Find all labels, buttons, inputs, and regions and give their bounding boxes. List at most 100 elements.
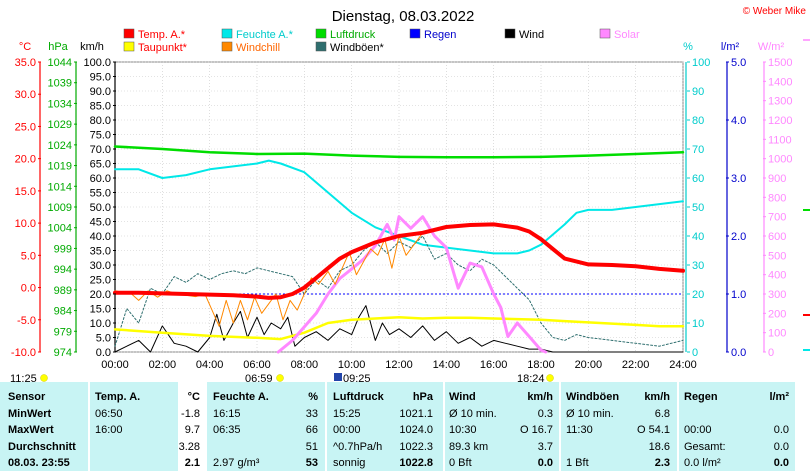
stats-column-bg — [561, 382, 677, 471]
unit-humidity: % — [683, 41, 693, 53]
stats-header-temp: Temp. A. — [95, 391, 141, 403]
wind-tick-label: 60.0 — [90, 173, 111, 185]
legend-label-taupunkt: Taupunkt* — [138, 42, 188, 54]
pressure-tick-label: 1014 — [48, 181, 72, 193]
stats-cell: sonnig — [333, 457, 366, 469]
wind-tick-label: 0.0 — [96, 347, 111, 359]
stats-table: Sensor Temp. A. °C Feuchte A.% Luftdruck hPa W… — [0, 382, 810, 471]
legend-label-feuchte-a: Feuchte A.* — [236, 29, 294, 41]
stats-cell: 3.7 — [537, 440, 553, 453]
humidity-tick-label: 60 — [692, 173, 704, 185]
legend-swatch-wind — [504, 28, 516, 39]
series-group — [113, 145, 685, 354]
humidity-tick-label: 20 — [692, 289, 704, 301]
pressure-tick-label: 1039 — [48, 78, 72, 90]
rain-tick-label: 5.0 — [731, 57, 746, 69]
humidity-tick-label: 40 — [692, 231, 704, 243]
wind-tick-label: 65.0 — [90, 159, 111, 171]
stats-cell: 00:00 — [684, 424, 712, 436]
temp-tick-label: 5.0 — [21, 250, 36, 262]
stats-cell: 0 Bft — [449, 457, 472, 469]
stats-column-bg — [679, 382, 795, 471]
x-tick-label: 18:00 — [527, 359, 555, 371]
rain-tick-label: 1.0 — [731, 289, 746, 301]
wind-tick-label: 90.0 — [90, 86, 111, 98]
stats-cell: ^0.7hPa/h — [333, 440, 383, 453]
unit-wind: km/h — [80, 41, 104, 53]
legend-label-windchill: Windchill — [236, 42, 280, 54]
stats-cell: 16:00 — [95, 424, 123, 436]
temp-tick-label: 0.0 — [21, 283, 36, 295]
temp-tick-label: -10.0 — [11, 347, 36, 359]
stats-header-temp-unit: °C — [187, 391, 200, 403]
stats-cell: 0.0 — [537, 457, 553, 469]
solar-tick-label: 400 — [768, 270, 786, 282]
rain-tick-label: 2.0 — [731, 231, 746, 243]
stats-header-pressure-unit: hPa — [412, 391, 433, 403]
stats-column-bg — [445, 382, 559, 471]
legend-label-luftdruck: Luftdruck — [330, 29, 376, 41]
stats-row-label: 08.03. 23:55 — [8, 457, 70, 469]
legend-swatch-taupunkt — [123, 41, 135, 52]
stats-cell: 2.1 — [184, 457, 200, 469]
solar-tick-label: 1100 — [768, 134, 792, 146]
x-tick-label: 14:00 — [433, 359, 461, 371]
stats-cell: 0.0 — [773, 457, 789, 469]
chart-title: Dienstag, 08.03.2022 — [332, 8, 475, 25]
legend-swatch-feuchte-a — [221, 28, 233, 39]
solar-tick-label: 800 — [768, 192, 786, 204]
stats-header-sensor: Sensor — [8, 391, 46, 403]
wind-tick-label: 25.0 — [90, 275, 111, 287]
wind-tick-label: 100.0 — [83, 57, 111, 69]
stats-cell: 33 — [305, 407, 318, 420]
tick-labels: 35.0 30.0 25.0 20.0 15.0 10.0 5.0 0.0 -5.0 -10.0 1… — [11, 57, 793, 371]
stats-header-gust: Windböen — [566, 391, 620, 403]
solar-tick-label: 1400 — [768, 76, 792, 88]
unit-rain: l/m² — [721, 41, 740, 53]
x-tick-label: 02:00 — [149, 359, 177, 371]
legend-label-windb-en: Windböen* — [330, 42, 385, 54]
stats-cell: 1022.8 — [399, 457, 433, 469]
stats-header-wind: Wind — [449, 391, 476, 403]
series-line-temp-a — [113, 222, 685, 300]
stats-row-label: MaxWert — [8, 424, 54, 436]
stats-cell: 18.6 — [648, 440, 670, 453]
x-tick-label: 00:00 — [101, 359, 129, 371]
solar-tick-label: 700 — [768, 212, 786, 224]
grid — [114, 61, 684, 353]
series-line-solar — [276, 215, 548, 354]
stats-header-gust-unit: km/h — [644, 391, 670, 403]
stats-cell: 1 Bft — [566, 457, 589, 469]
stats-column-bg — [90, 382, 178, 471]
stats-cell: 15:25 — [333, 407, 361, 420]
stats-column-bg — [0, 382, 88, 471]
legend-label-solar: Solar — [614, 29, 640, 41]
pressure-tick-label: 999 — [54, 243, 72, 255]
pressure-tick-label: 989 — [54, 285, 72, 297]
legend-label-wind: Wind — [519, 29, 544, 41]
stats-cell: 06:50 — [95, 407, 123, 420]
x-tick-label: 04:00 — [196, 359, 224, 371]
legend-swatch-regen — [409, 28, 421, 39]
rain-tick-label: 4.0 — [731, 115, 746, 127]
stats-cell: 10:30 — [449, 424, 477, 436]
solar-tick-label: 200 — [768, 308, 786, 320]
rain-tick-label: 3.0 — [731, 173, 746, 185]
unit-pressure: hPa — [48, 41, 68, 53]
stats-cell: 2.3 — [654, 457, 670, 469]
pressure-tick-label: 1034 — [48, 98, 72, 110]
pressure-tick-label: 974 — [54, 347, 72, 359]
humidity-tick-label: 10 — [692, 318, 704, 330]
stats-cell: 1024.0 — [399, 424, 433, 436]
humidity-tick-label: 50 — [692, 202, 704, 214]
stats-cell: 06:35 — [213, 424, 241, 436]
stats-cell: 0.3 — [537, 407, 553, 420]
wind-tick-label: 95.0 — [90, 72, 111, 84]
pressure-tick-label: 1009 — [48, 202, 72, 214]
humidity-tick-label: 70 — [692, 144, 704, 156]
wind-tick-label: 15.0 — [90, 304, 111, 316]
stats-cell: O 54.1 — [636, 424, 670, 436]
stats-cell: 0.0 l/m² — [684, 457, 721, 469]
legend-swatch-luftdruck — [315, 28, 327, 39]
temp-tick-label: 30.0 — [15, 89, 36, 101]
